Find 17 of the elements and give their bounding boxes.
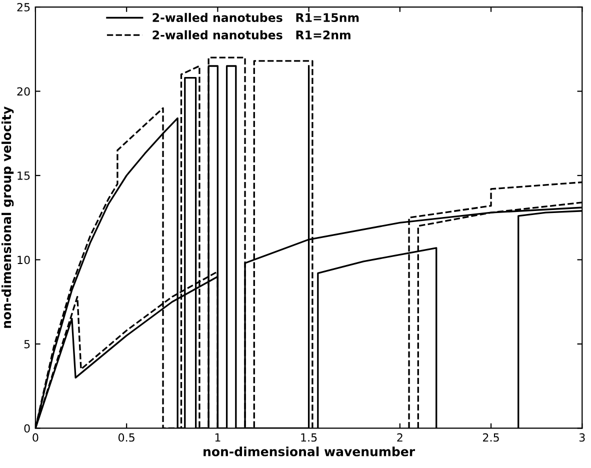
y-tick-label: 0 — [24, 424, 30, 433]
y-axis-title: non-dimensional group velocity — [1, 106, 14, 328]
y-tick-label: 20 — [17, 87, 30, 96]
x-tick-label: 3 — [579, 433, 585, 442]
y-tick-label: 25 — [17, 2, 30, 12]
y-tick-label: 15 — [18, 172, 30, 180]
legend-label: 2-walled nanotubes R1=2nm — [152, 30, 350, 40]
x-tick-label: 2 — [397, 433, 402, 442]
x-tick-label: 1.5 — [301, 433, 317, 442]
x-tick-label: 0 — [32, 433, 38, 442]
y-tick-label: 5 — [24, 340, 30, 348]
x-tick-label: 2.5 — [483, 433, 499, 442]
x-tick-label: 0.5 — [118, 433, 134, 442]
x-tick-label: 1 — [215, 433, 220, 442]
y-tick-label: 10 — [18, 256, 30, 264]
x-axis-title: non-dimensional wavenumber — [204, 446, 416, 456]
legend-label: 2-walled nanotubes R1=15nm — [152, 12, 359, 22]
